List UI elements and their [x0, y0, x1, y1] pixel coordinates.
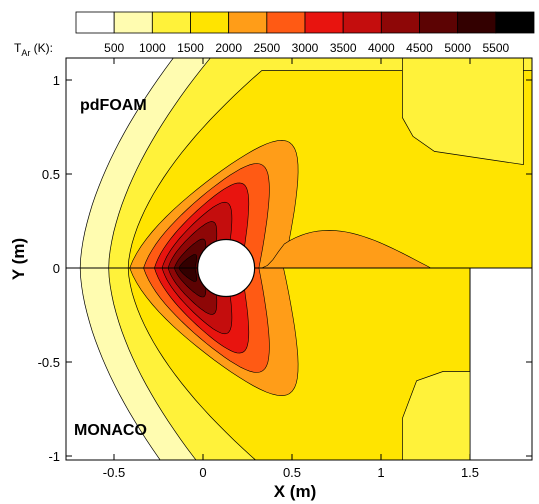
colorbar-tick-label: 4500 — [406, 41, 433, 55]
colorbar-tick-label: 1500 — [177, 41, 204, 55]
y-axis-title: Y (m) — [9, 238, 28, 280]
colorbar-swatch — [381, 12, 419, 33]
colorbar-tick-label: 3500 — [330, 41, 357, 55]
x-tick-label: 1 — [377, 465, 384, 480]
colorbar-swatch — [114, 12, 152, 33]
region-label-monaco: MONACO — [74, 422, 147, 439]
colorbar-swatch — [496, 12, 534, 33]
colorbar-tick-label: 5000 — [444, 41, 471, 55]
y-tick-label: -0.5 — [38, 355, 60, 370]
colorbar-tick-label: 2000 — [215, 41, 242, 55]
colorbar-swatch — [229, 12, 267, 33]
colorbar-tick-label: 500 — [104, 41, 124, 55]
colorbar-swatch — [267, 12, 305, 33]
colorbar-swatch — [458, 12, 496, 33]
colorbar-swatch — [76, 12, 114, 33]
y-tick-label: -1 — [48, 449, 60, 464]
x-tick-label: -0.5 — [103, 465, 125, 480]
colorbar-tick-label: 1000 — [139, 41, 166, 55]
colorbar-swatch — [420, 12, 458, 33]
colorbar-swatch — [191, 12, 229, 33]
x-tick-label: 1.5 — [461, 465, 479, 480]
colorbar-tick-label: 4000 — [368, 41, 395, 55]
colorbar: 500 1000 1500 2000 2500 3000 3500 4000 4500 5000 5… — [76, 12, 534, 55]
x-tick-label: 0.5 — [283, 465, 301, 480]
colorbar-swatch — [152, 12, 190, 33]
colorbar-swatch — [305, 12, 343, 33]
colorbar-tick-label: 5500 — [482, 41, 509, 55]
region-label-pdfoam: pdFOAM — [80, 97, 147, 114]
y-tick-label: 1 — [53, 73, 60, 88]
colorbar-tick-label: 2500 — [253, 41, 280, 55]
colorbar-swatch — [343, 12, 381, 33]
y-tick-label: 0.5 — [42, 167, 60, 182]
x-tick-label: 0 — [199, 465, 206, 480]
colorbar-tick-label: 3000 — [292, 41, 319, 55]
x-axis-title: X (m) — [274, 482, 317, 501]
y-tick-label: 0 — [53, 261, 60, 276]
cylinder-body — [198, 240, 255, 297]
colorbar-title: TAr (K): — [14, 41, 53, 58]
